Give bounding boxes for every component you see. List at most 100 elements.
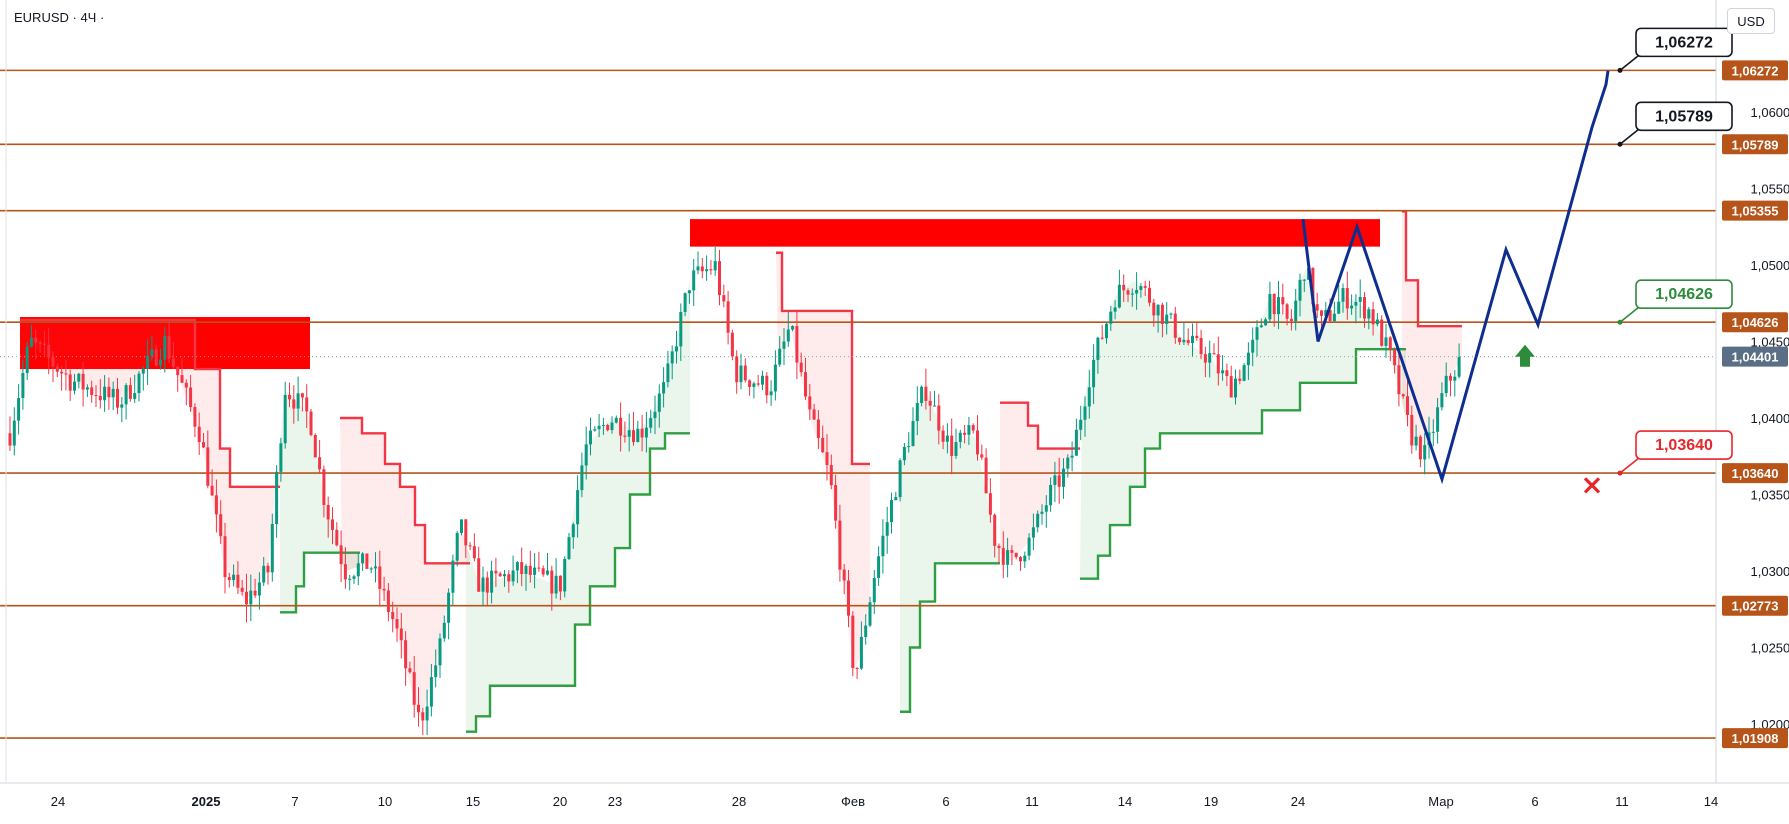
candle-down [387,590,390,612]
candle-up [705,269,708,271]
candle-up [456,533,459,561]
candle-up [615,418,618,423]
x-tick-label: 28 [732,794,746,809]
candle-down [408,668,411,672]
candle-down [550,571,553,594]
candle-up [555,576,558,594]
x-tick-label: 24 [1291,794,1305,809]
candle-down [181,375,184,383]
candle-up [357,563,360,576]
candle-up [869,602,872,625]
candle-down [1346,288,1349,308]
candle-down [185,383,188,388]
candle-up [636,429,639,442]
candle-up [1350,306,1353,309]
candle-up [593,429,596,430]
candle-down [727,301,730,332]
candle-down [520,562,523,574]
candle-up [1049,485,1052,505]
candle-up [864,626,867,637]
candle-up [1260,325,1263,327]
candle-down [47,345,50,358]
candle-up [955,442,958,456]
candle-down [804,372,807,396]
candle-down [847,581,850,616]
candle-down [744,366,747,381]
candle-down [365,554,368,569]
candle-up [1075,430,1078,456]
candle-up [1376,320,1379,325]
candle-down [318,457,321,469]
candle-up [353,576,356,578]
x-tick-label: Мар [1428,794,1453,809]
candle-down [129,385,132,399]
candle-up [662,382,665,393]
candle-down [1363,297,1366,318]
candle-down [1238,379,1241,381]
target-callout-label: 1,05789 [1655,108,1713,125]
candle-up [671,351,674,363]
candle-up [512,570,515,581]
candle-up [568,537,571,559]
candle-up [1221,370,1224,373]
candle-down [404,640,407,668]
candle-down [1449,376,1452,381]
candle-down [1406,396,1409,415]
candle-up [920,387,923,403]
candle-up [697,266,700,270]
candle-up [1182,340,1185,342]
candle-up [297,393,300,408]
candle-up [159,360,162,366]
currency-button[interactable]: USD [1727,8,1775,34]
candle-down [830,465,833,485]
candle-down [1419,437,1422,460]
candle-up [439,638,442,665]
candle-up [1023,556,1026,562]
candle-up [1234,379,1237,398]
candle-up [1118,285,1121,308]
candle-up [249,591,252,605]
candle-down [1290,319,1293,321]
trail-area [900,390,1000,711]
candle-down [1230,376,1233,397]
candle-up [1436,407,1439,432]
candle-up [13,421,16,446]
candle-up [585,444,588,465]
x-tick-label: 10 [378,794,392,809]
candle-up [533,568,536,575]
level-price-badge-label: 1,05789 [1732,137,1779,152]
buy-arrow-icon [1515,345,1535,367]
candle-up [1333,314,1336,321]
candle-down [963,433,966,435]
candle-down [800,363,803,373]
candle-up [142,369,145,374]
candle-up [946,436,949,442]
candle-up [26,347,29,373]
candle-up [1041,512,1044,514]
candle-down [1389,337,1392,349]
candle-down [985,458,988,494]
candle-down [1002,548,1005,565]
candle-down [821,438,824,452]
candle-up [666,363,669,382]
target-callout-label: 1,04626 [1655,286,1713,303]
candle-up [1066,458,1069,469]
candle-up [688,290,691,293]
level-price-badge-label: 1,06272 [1732,63,1779,78]
candle-down [224,536,227,577]
candle-up [787,329,790,341]
candle-down [69,374,72,390]
candle-down [817,420,820,438]
candle-down [1015,553,1018,557]
candle-up [1277,297,1280,314]
candle-up [1131,294,1134,295]
candle-up [1139,286,1142,290]
candle-up [1028,538,1031,556]
candle-up [1354,302,1357,306]
candle-up [1256,327,1259,340]
candle-up [258,583,261,596]
candle-down [950,436,953,456]
candle-up [103,387,106,400]
candle-up [1294,301,1297,321]
